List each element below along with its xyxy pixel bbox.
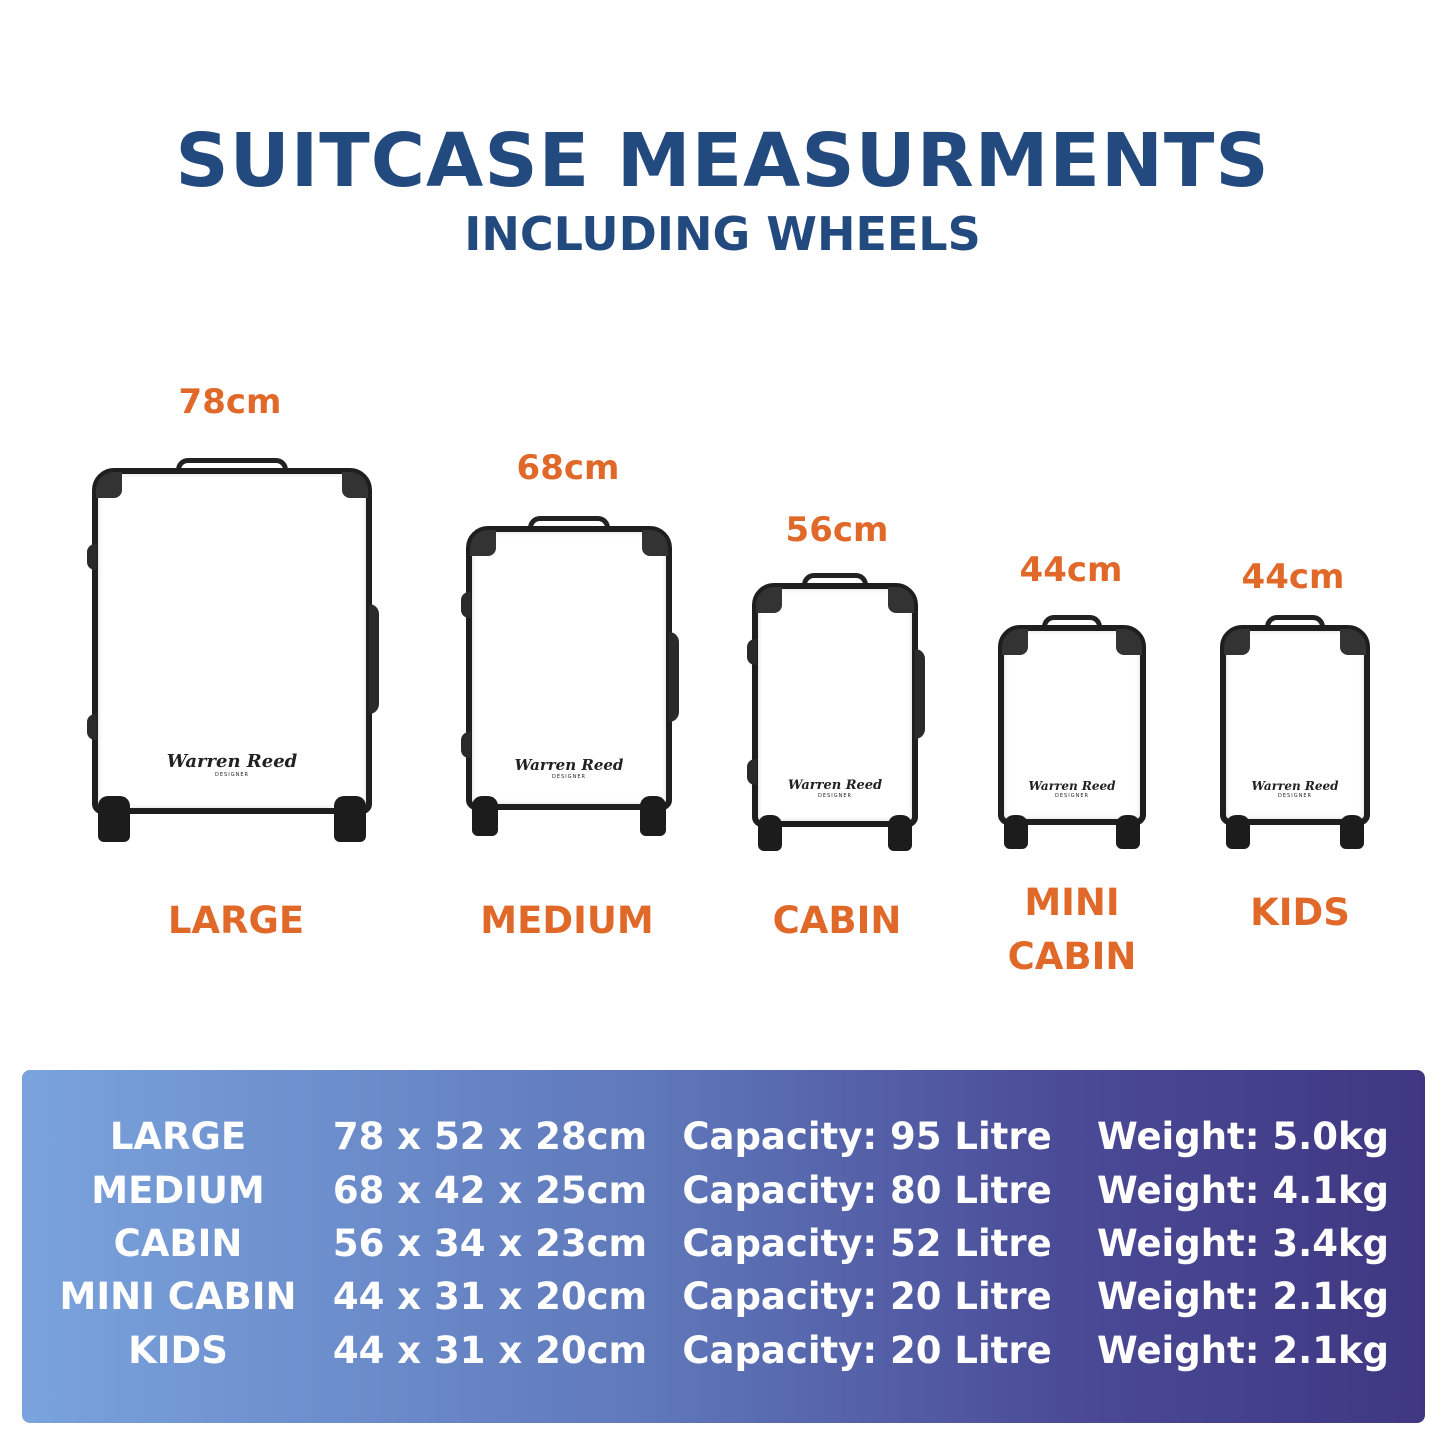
height-label-large: 78cm	[178, 382, 282, 422]
weight-cell: Weight: 3.4kg	[1096, 1222, 1390, 1265]
suitcase-mini-cabin-image: Warren Reed DESIGNER	[998, 615, 1146, 849]
suitcase-name-kids: KIDS	[1250, 891, 1350, 934]
size-cell: LARGE	[109, 1115, 247, 1158]
suitcase-name-mini-cabin: MINI CABIN	[1008, 876, 1137, 984]
weight-cell: Weight: 5.0kg	[1096, 1115, 1390, 1158]
suitcase-name-cabin: CABIN	[772, 899, 902, 942]
suitcase-kids-image: Warren Reed DESIGNER	[1220, 615, 1370, 849]
table-row: KIDS 44 x 31 x 20cm Capacity: 20 Litre W…	[22, 1324, 1425, 1377]
capacity-cell: Capacity: 80 Litre	[682, 1169, 1052, 1212]
capacity-cell: Capacity: 95 Litre	[682, 1115, 1052, 1158]
size-cell: MEDIUM	[91, 1169, 265, 1212]
brand-logo: Warren Reed DESIGNER	[1251, 779, 1339, 799]
suitcase-cabin-image: Warren Reed DESIGNER	[747, 573, 925, 851]
weight-cell: Weight: 4.1kg	[1096, 1169, 1390, 1212]
size-cell: KIDS	[128, 1329, 228, 1372]
specs-table: LARGE 78 x 52 x 28cm Capacity: 95 Litre …	[22, 1070, 1425, 1423]
brand-logo: Warren Reed DESIGNER	[1028, 779, 1116, 799]
height-label-medium: 68cm	[516, 448, 620, 488]
brand-logo: Warren Reed DESIGNER	[787, 778, 883, 799]
page-subtitle: INCLUDING WHEELS	[464, 207, 981, 261]
dimensions-cell: 78 x 52 x 28cm	[332, 1115, 648, 1158]
height-label-kids: 44cm	[1241, 557, 1345, 597]
dimensions-cell: 68 x 42 x 25cm	[332, 1169, 648, 1212]
suitcase-name-medium: MEDIUM	[480, 899, 654, 942]
height-label-cabin: 56cm	[785, 510, 889, 550]
suitcase-large-image: Warren Reed DESIGNER	[87, 458, 379, 842]
capacity-cell: Capacity: 20 Litre	[682, 1275, 1052, 1318]
suitcase-medium-image: Warren Reed DESIGNER	[461, 516, 679, 836]
weight-cell: Weight: 2.1kg	[1096, 1275, 1390, 1318]
capacity-cell: Capacity: 20 Litre	[682, 1329, 1052, 1372]
table-row: MINI CABIN 44 x 31 x 20cm Capacity: 20 L…	[22, 1270, 1425, 1323]
dimensions-cell: 44 x 31 x 20cm	[332, 1329, 648, 1372]
table-row: MEDIUM 68 x 42 x 25cm Capacity: 80 Litre…	[22, 1164, 1425, 1217]
page-title: SUITCASE MEASURMENTS	[175, 118, 1270, 204]
dimensions-cell: 56 x 34 x 23cm	[332, 1222, 648, 1265]
suitcase-name-large: LARGE	[167, 899, 305, 942]
size-cell: MINI CABIN	[59, 1275, 297, 1318]
suitcase-name-mini-line1: MINI	[1024, 881, 1120, 924]
brand-logo: Warren Reed DESIGNER	[166, 751, 298, 778]
height-label-mini-cabin: 44cm	[1019, 550, 1123, 590]
dimensions-cell: 44 x 31 x 20cm	[332, 1275, 648, 1318]
table-row: CABIN 56 x 34 x 23cm Capacity: 52 Litre …	[22, 1217, 1425, 1270]
suitcase-name-mini-line2: CABIN	[1007, 935, 1137, 978]
brand-logo: Warren Reed DESIGNER	[514, 756, 624, 780]
size-cell: CABIN	[113, 1222, 243, 1265]
table-row: LARGE 78 x 52 x 28cm Capacity: 95 Litre …	[22, 1110, 1425, 1163]
weight-cell: Weight: 2.1kg	[1096, 1329, 1390, 1372]
capacity-cell: Capacity: 52 Litre	[682, 1222, 1052, 1265]
